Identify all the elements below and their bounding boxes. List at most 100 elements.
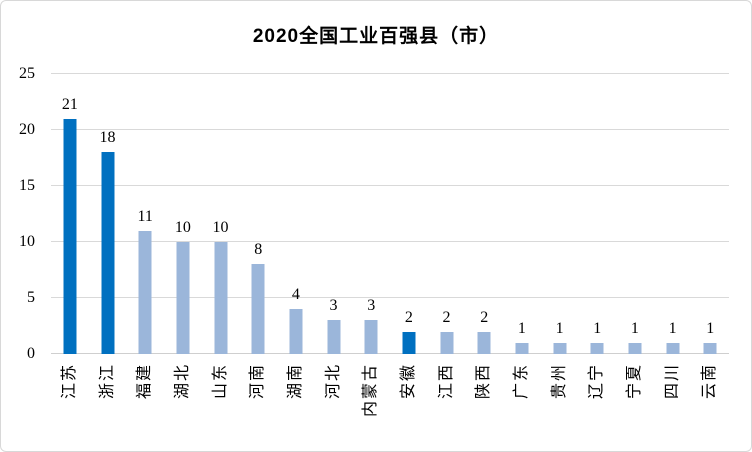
- bar: [327, 320, 341, 354]
- bar-slot: 2: [428, 74, 466, 354]
- x-axis-slot: 宁夏: [616, 355, 654, 451]
- bar: [364, 320, 378, 354]
- bar: [515, 342, 529, 354]
- bar-value-label: 8: [254, 241, 263, 259]
- x-axis-label: 四川: [663, 363, 681, 400]
- x-axis-slot: 浙江: [89, 355, 127, 451]
- x-axis-label: 陕西: [475, 363, 493, 400]
- x-axis-label: 山东: [211, 363, 229, 400]
- x-axis-label: 河南: [249, 363, 267, 400]
- chart-title: 2020全国工业百强县（市）: [252, 26, 500, 47]
- x-axis-label: 内蒙古: [362, 363, 380, 418]
- bar-slot: 1: [616, 74, 654, 354]
- y-axis-tick-label: 25: [19, 65, 35, 82]
- bar-slot: 2: [465, 74, 503, 354]
- x-axis-slot: 云南: [691, 355, 729, 451]
- gridline: [51, 73, 729, 74]
- gridline: [51, 297, 729, 298]
- bar: [138, 230, 152, 354]
- x-axis-slot: 河南: [239, 355, 277, 451]
- x-axis-slot: 四川: [654, 355, 692, 451]
- x-axis-slot: 广东: [503, 355, 541, 451]
- bar-slot: 8: [239, 74, 277, 354]
- bar-value-label: 10: [174, 219, 191, 236]
- bar-value-label: 2: [442, 308, 451, 326]
- x-axis-slot: 湖南: [277, 355, 315, 451]
- bar: [628, 342, 642, 354]
- bar-value-label: 4: [291, 286, 300, 304]
- bar-value-label: 2: [480, 308, 489, 326]
- bar-slot: 1: [503, 74, 541, 354]
- x-axis-slot: 江苏: [51, 355, 89, 451]
- bar-slot: 1: [541, 74, 579, 354]
- bar-slot: 21: [51, 74, 89, 354]
- plot-area: 21 18 11 10 10 8 4 3 3 2 2 2 1 1 1 1 1 1: [51, 73, 729, 354]
- bar-value-label: 1: [555, 319, 564, 337]
- x-axis: 江苏 浙江 福建 湖北 山东 河南 湖南 河北 内蒙古 安徽 江西 陕西 广东 贵州 辽宁 宁夏 四川 云南: [51, 355, 729, 451]
- x-axis-label: 贵州: [550, 363, 568, 400]
- x-axis-label: 江西: [437, 363, 455, 400]
- bar-slot: 18: [89, 74, 127, 354]
- y-axis: 0 5 10 15 20 25: [1, 66, 43, 362]
- x-axis-label: 湖北: [173, 363, 191, 400]
- bar-slot: 10: [202, 74, 240, 354]
- x-axis-label: 福建: [136, 363, 154, 400]
- bar-slot: 1: [691, 74, 729, 354]
- gridline: [51, 241, 729, 242]
- bar-slot: 1: [578, 74, 616, 354]
- x-axis-label: 浙江: [98, 363, 116, 400]
- bar: [703, 342, 717, 354]
- bar-slot: 3: [352, 74, 390, 354]
- bar-value-label: 1: [668, 319, 677, 337]
- x-axis-slot: 山东: [202, 355, 240, 451]
- bar-value-label: 11: [137, 207, 153, 225]
- x-axis-slot: 湖北: [164, 355, 202, 451]
- x-axis-slot: 陕西: [465, 355, 503, 451]
- x-axis-slot: 福建: [126, 355, 164, 451]
- gridline: [51, 129, 729, 130]
- x-axis-label: 河北: [324, 363, 342, 400]
- bar-slot: 10: [164, 74, 202, 354]
- x-axis-slot: 河北: [315, 355, 353, 451]
- gridline: [51, 185, 729, 186]
- bar-value-label: 1: [517, 319, 526, 337]
- bar-value-label: 21: [61, 95, 78, 113]
- bar: [553, 342, 567, 354]
- bar: [477, 331, 491, 354]
- y-axis-tick-label: 0: [27, 345, 35, 362]
- bar: [440, 331, 454, 354]
- bar-value-label: 1: [593, 319, 602, 337]
- bar-slot: 2: [390, 74, 428, 354]
- x-axis-label: 广东: [512, 363, 530, 400]
- x-axis-slot: 辽宁: [578, 355, 616, 451]
- bar-value-label: 3: [367, 297, 376, 315]
- x-axis-slot: 内蒙古: [352, 355, 390, 451]
- x-axis-slot: 江西: [428, 355, 466, 451]
- bar-value-label: 1: [706, 319, 715, 337]
- bar: [402, 331, 416, 354]
- bars-container: 21 18 11 10 10 8 4 3 3 2 2 2 1 1 1 1 1 1: [51, 74, 729, 354]
- bar: [251, 264, 265, 354]
- x-axis-slot: 贵州: [541, 355, 579, 451]
- x-axis-label: 江苏: [60, 363, 78, 400]
- bar: [176, 242, 190, 354]
- bar-slot: 1: [654, 74, 692, 354]
- y-axis-tick-label: 5: [27, 289, 35, 306]
- x-axis-label: 宁夏: [625, 363, 643, 400]
- x-axis-label: 辽宁: [588, 363, 606, 400]
- bar-value-label: 1: [630, 319, 639, 337]
- x-axis-label: 湖南: [286, 363, 304, 400]
- bar-value-label: 10: [212, 219, 229, 236]
- x-axis-label: 安徽: [399, 363, 417, 400]
- bar-value-label: 2: [404, 308, 413, 326]
- y-axis-tick-label: 15: [19, 177, 35, 194]
- bar: [63, 118, 77, 354]
- bar-slot: 3: [315, 74, 353, 354]
- x-axis-slot: 安徽: [390, 355, 428, 451]
- bar-value-label: 18: [99, 129, 116, 147]
- bar: [666, 342, 680, 354]
- bar: [101, 152, 114, 354]
- y-axis-tick-label: 20: [19, 121, 35, 138]
- x-axis-label: 云南: [701, 363, 719, 400]
